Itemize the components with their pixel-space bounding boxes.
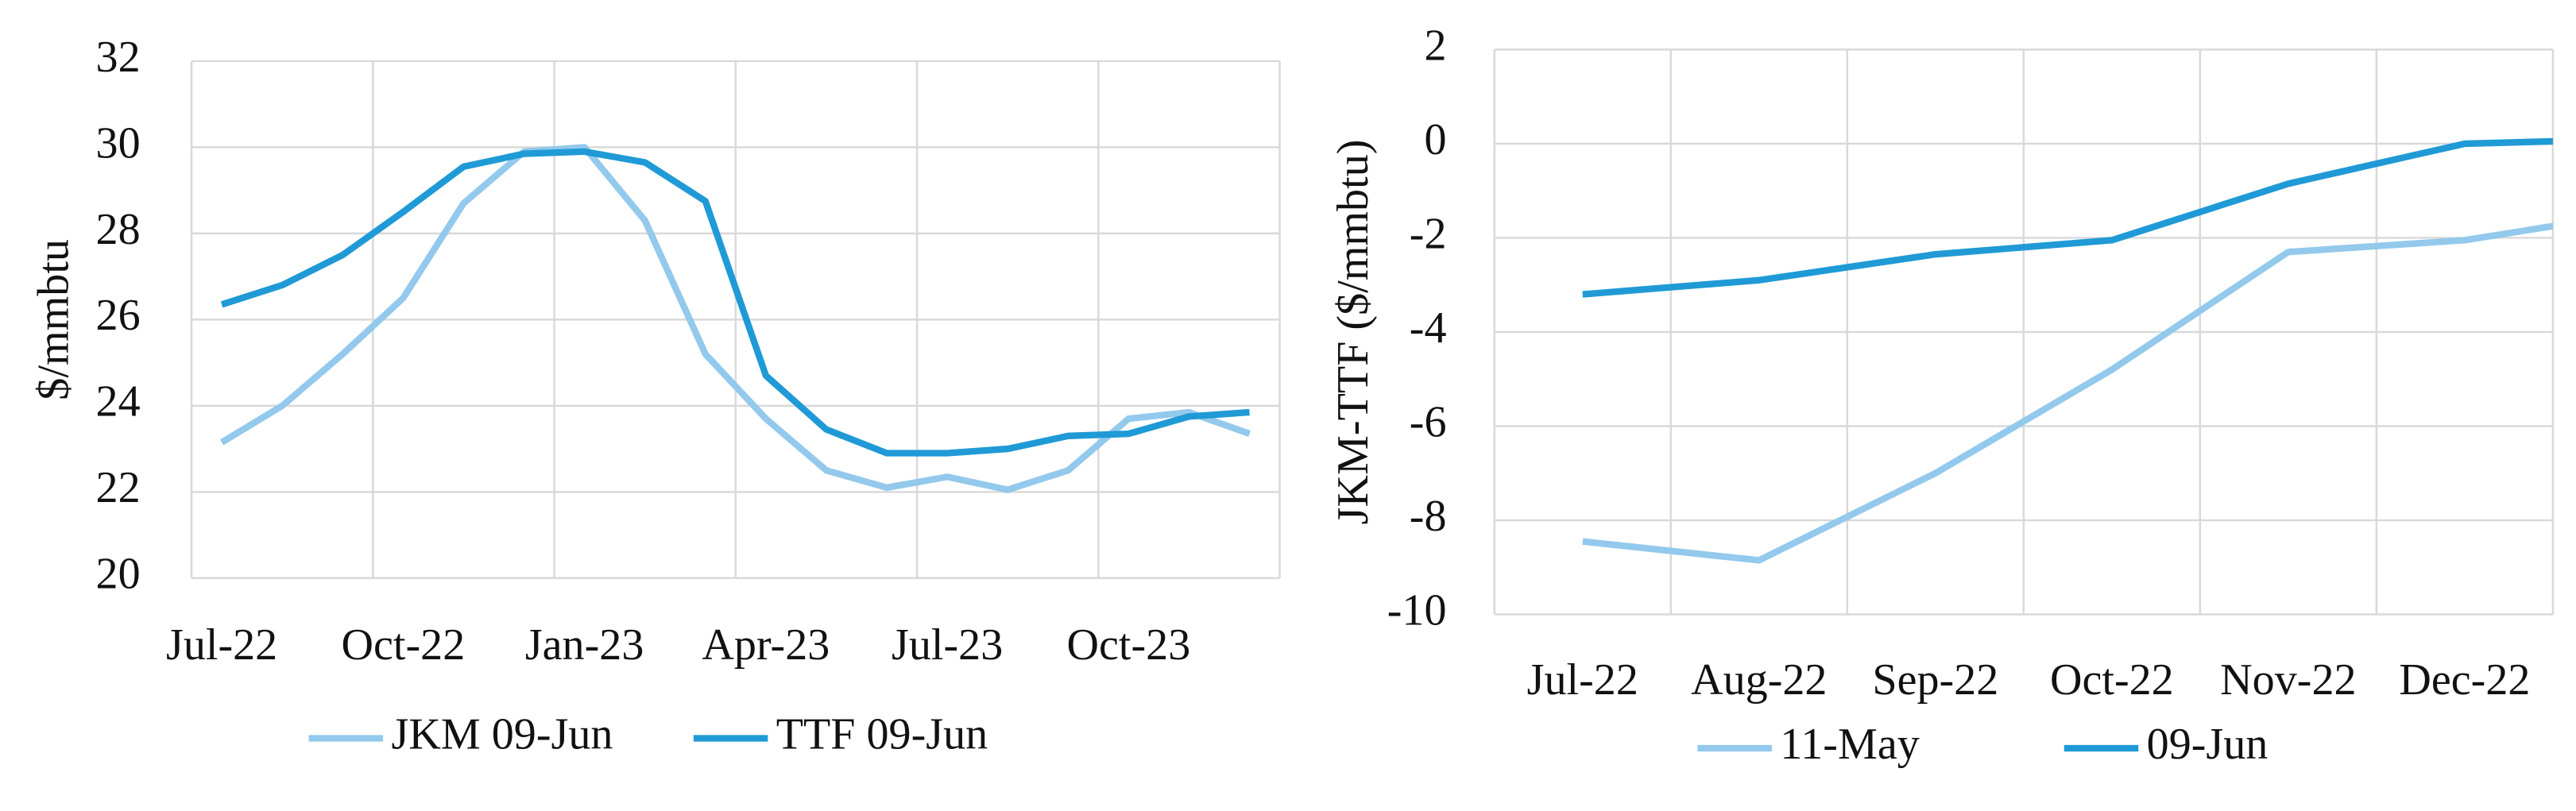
x-tick-label: Oct-22 [2050, 655, 2174, 705]
plot-area [1582, 137, 2553, 564]
y-tick-label: 20 [96, 550, 141, 599]
plot-area [219, 144, 1251, 493]
legend-label: 11-May [1780, 720, 1920, 769]
y-tick-label: -8 [1410, 492, 1447, 541]
y-axis-title: JKM-TTF ($/mmbtu) [1329, 140, 1378, 525]
y-tick-label: 28 [96, 205, 141, 254]
x-tick-label: Oct-23 [1067, 620, 1191, 670]
y-tick-label: 24 [96, 377, 141, 427]
x-tick-label: Jul-22 [1527, 655, 1638, 705]
y-tick-label: 32 [96, 33, 141, 82]
series-line [219, 144, 1251, 493]
y-tick-label: 0 [1424, 115, 1446, 164]
y-tick-label: 2 [1424, 21, 1446, 70]
x-tick-label: Dec-22 [2399, 655, 2530, 705]
series-line [220, 148, 1250, 457]
y-tick-label: -10 [1387, 585, 1447, 635]
series-line [1582, 222, 2553, 564]
legend-label: 09-Jun [2147, 720, 2269, 769]
y-tick-label: -4 [1410, 303, 1447, 353]
x-tick-label: Aug-22 [1691, 655, 1827, 705]
y-tick-label: 30 [96, 118, 141, 168]
series-line [1582, 137, 2553, 298]
x-tick-label: Apr-23 [702, 620, 830, 670]
x-tick-label: Jul-23 [892, 620, 1003, 670]
y-tick-label: 26 [96, 291, 141, 340]
x-tick-label: Oct-22 [341, 620, 465, 670]
legend-label: JKM 09-Jun [392, 709, 613, 759]
x-tick-label: Jan-23 [525, 620, 644, 670]
x-tick-label: Sep-22 [1872, 655, 1998, 705]
x-tick-label: Jul-22 [166, 620, 277, 670]
y-tick-label: 22 [96, 463, 141, 512]
y-tick-label: -6 [1410, 397, 1447, 446]
y-tick-label: -2 [1410, 209, 1447, 258]
y-axis-title: $/mmbtu [29, 239, 79, 400]
legend-label: TTF 09-Jun [776, 709, 988, 759]
x-tick-label: Nov-22 [2220, 655, 2356, 705]
